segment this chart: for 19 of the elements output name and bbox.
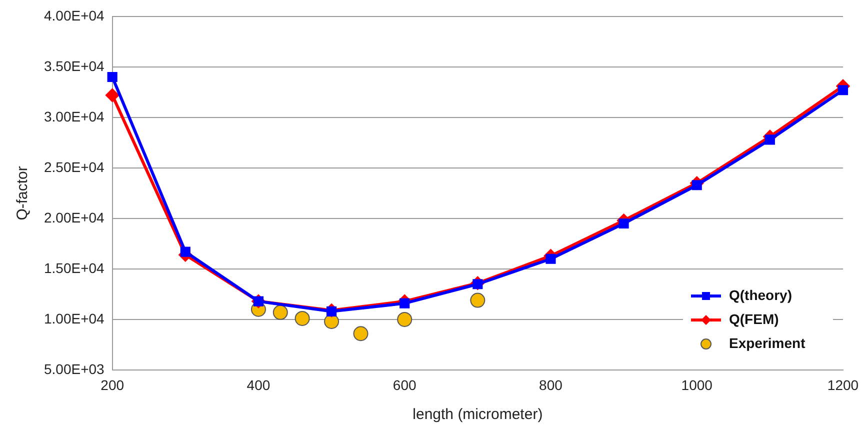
x-axis-title: length (micrometer) (412, 406, 543, 424)
x-tick-label: 600 (392, 376, 416, 393)
y-tick-label: 5.00E+03 (44, 360, 105, 377)
x-tick-label: 800 (539, 376, 563, 393)
x-tick-label: 400 (246, 376, 270, 393)
legend-label: Q(theory) (729, 286, 792, 303)
y-tick-label: 1.00E+04 (44, 310, 105, 326)
legend-label: Experiment (729, 334, 806, 351)
x-tick-label: 200 (100, 376, 124, 393)
x-tick-label: 1000 (681, 376, 713, 393)
y-tick-label: 3.50E+04 (44, 58, 105, 74)
y-tick-label: 3.00E+04 (44, 108, 105, 124)
y-axis-title: Q-factor (14, 166, 32, 220)
y-tick-label: 2.00E+04 (44, 209, 105, 226)
y-tick-label: 1.50E+04 (44, 260, 105, 276)
y-tick-label: 2.50E+04 (44, 158, 105, 175)
y-tick-label: 4.00E+04 (44, 7, 105, 24)
legend-label: Q(FEM) (729, 310, 779, 327)
x-tick-label: 1200 (827, 376, 859, 393)
